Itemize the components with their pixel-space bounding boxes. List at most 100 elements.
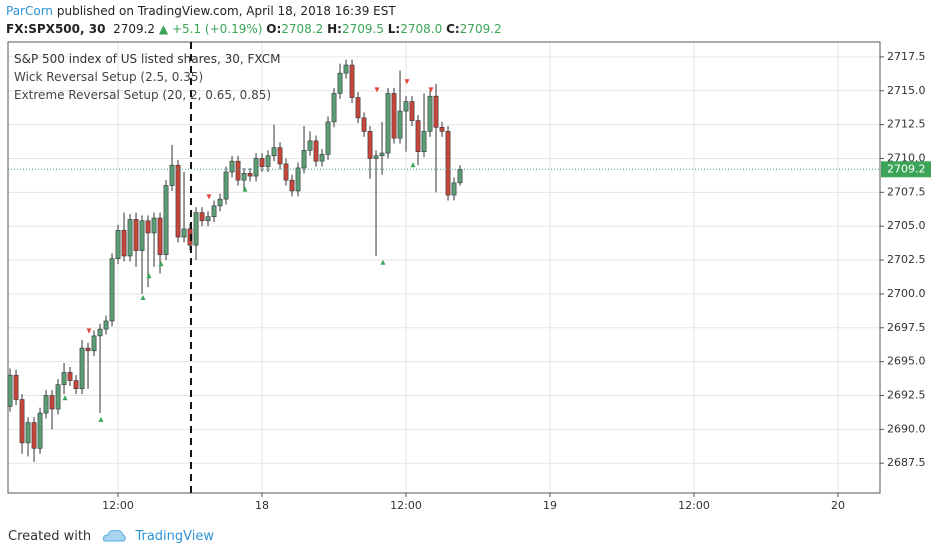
candle-body bbox=[175, 164, 181, 238]
candle-body bbox=[289, 179, 295, 192]
candle-body bbox=[253, 158, 259, 177]
candle-body bbox=[379, 152, 385, 157]
candle-body bbox=[283, 163, 289, 181]
candle-body bbox=[409, 101, 415, 121]
y-tick-label: 2692.5 bbox=[887, 388, 926, 401]
y-tick-label: 2690.0 bbox=[887, 422, 926, 435]
change: +5.1 (+0.19%) bbox=[171, 22, 263, 36]
candle-body bbox=[451, 182, 457, 196]
candle-body bbox=[49, 395, 55, 410]
down-signal bbox=[206, 194, 212, 200]
last-price-box bbox=[881, 161, 931, 178]
candle-body bbox=[301, 150, 307, 169]
brand[interactable]: TradingView bbox=[135, 529, 214, 544]
candle-body bbox=[307, 140, 313, 151]
down-signal bbox=[374, 87, 380, 93]
last: 2709.2 bbox=[113, 22, 156, 36]
candle-body bbox=[103, 320, 109, 330]
candle-body bbox=[361, 117, 367, 132]
candle-body bbox=[13, 374, 19, 400]
candle-body bbox=[67, 372, 73, 381]
candle-body bbox=[151, 217, 157, 234]
candle-body bbox=[7, 374, 13, 407]
candle-body bbox=[217, 198, 223, 207]
y-tick-label: 2697.5 bbox=[887, 321, 926, 334]
candle-body bbox=[439, 127, 445, 132]
candle-body bbox=[277, 147, 283, 165]
candle-body bbox=[115, 229, 121, 259]
candle-body bbox=[265, 155, 271, 167]
candle-body bbox=[403, 101, 409, 112]
candle-body bbox=[31, 422, 37, 449]
o-label: O: bbox=[266, 22, 282, 36]
candle-body bbox=[445, 131, 451, 196]
l-label: L: bbox=[387, 22, 401, 36]
up-signal bbox=[146, 273, 152, 279]
candle-body bbox=[385, 93, 391, 154]
candle-body bbox=[163, 185, 169, 255]
x-tick-label: 18 bbox=[255, 499, 269, 512]
candle-body bbox=[193, 212, 199, 246]
y-tick-label: 2702.5 bbox=[887, 253, 926, 266]
author[interactable]: ParCorn bbox=[6, 4, 54, 18]
up-signal bbox=[140, 294, 146, 300]
candle-body bbox=[133, 219, 139, 251]
candle-body bbox=[271, 147, 277, 157]
candle-body bbox=[109, 258, 115, 322]
candle-body bbox=[331, 93, 337, 123]
candle-body bbox=[325, 121, 331, 155]
legend-symbol: S&P 500 index of US listed shares, 30, F… bbox=[14, 52, 281, 66]
candle-body bbox=[37, 412, 43, 449]
candle-body bbox=[223, 171, 229, 200]
up-signal bbox=[158, 261, 164, 267]
legend-study: Extreme Reversal Setup (20, 2, 0.65, 0.8… bbox=[14, 88, 272, 102]
created-with: Created with bbox=[8, 529, 92, 544]
x-tick-label: 12:00 bbox=[678, 499, 710, 512]
y-tick-label: 2717.5 bbox=[887, 50, 926, 63]
quote-line: FX:SPX500, 30 2709.2 ▲ +5.1 (+0.19%) O: 2… bbox=[6, 22, 502, 36]
candle-body bbox=[157, 217, 163, 255]
up-signal bbox=[242, 186, 248, 192]
symbol: FX:SPX500, 30 bbox=[6, 22, 106, 36]
candle-body bbox=[349, 64, 355, 98]
y-tick-label: 2715.0 bbox=[887, 84, 926, 97]
up-signal bbox=[410, 162, 416, 168]
c: 2709.2 bbox=[459, 22, 502, 36]
candle-body bbox=[145, 220, 151, 234]
y-tick-label: 2687.5 bbox=[887, 456, 926, 469]
candle-body bbox=[211, 205, 217, 218]
candle-body bbox=[121, 229, 127, 257]
candle-body bbox=[367, 131, 373, 159]
candle-body bbox=[427, 95, 433, 132]
h: 2709.5 bbox=[341, 22, 384, 36]
published: published on TradingView.com, April 18, … bbox=[56, 4, 396, 18]
legend-study: Wick Reversal Setup (2.5, 0.35) bbox=[14, 70, 204, 84]
footer: Created with TradingView bbox=[8, 524, 214, 544]
down-signal bbox=[404, 79, 410, 85]
x-tick-label: 12:00 bbox=[102, 499, 134, 512]
candle-body bbox=[295, 167, 301, 192]
candle-body bbox=[19, 399, 25, 444]
candle-body bbox=[457, 169, 463, 184]
l: 2708.0 bbox=[400, 22, 443, 36]
candle-body bbox=[91, 335, 97, 352]
x-tick-label: 20 bbox=[831, 499, 845, 512]
y-tick-label: 2707.5 bbox=[887, 185, 926, 198]
candle-body bbox=[355, 97, 361, 119]
candle-body bbox=[97, 328, 103, 337]
candle-body bbox=[319, 154, 325, 162]
candle-body bbox=[421, 131, 427, 153]
arrow: ▲ bbox=[158, 22, 169, 36]
candle-body bbox=[181, 228, 187, 238]
candle-body bbox=[73, 380, 79, 390]
logo bbox=[103, 530, 127, 542]
candle-body bbox=[205, 216, 211, 222]
candle-body bbox=[337, 72, 343, 94]
candle-body bbox=[313, 140, 319, 162]
candle-body bbox=[79, 347, 85, 390]
y-tick-label: 2710.0 bbox=[887, 151, 926, 164]
up-signal bbox=[62, 395, 68, 401]
candle-body bbox=[247, 173, 253, 177]
down-signal bbox=[86, 328, 92, 334]
